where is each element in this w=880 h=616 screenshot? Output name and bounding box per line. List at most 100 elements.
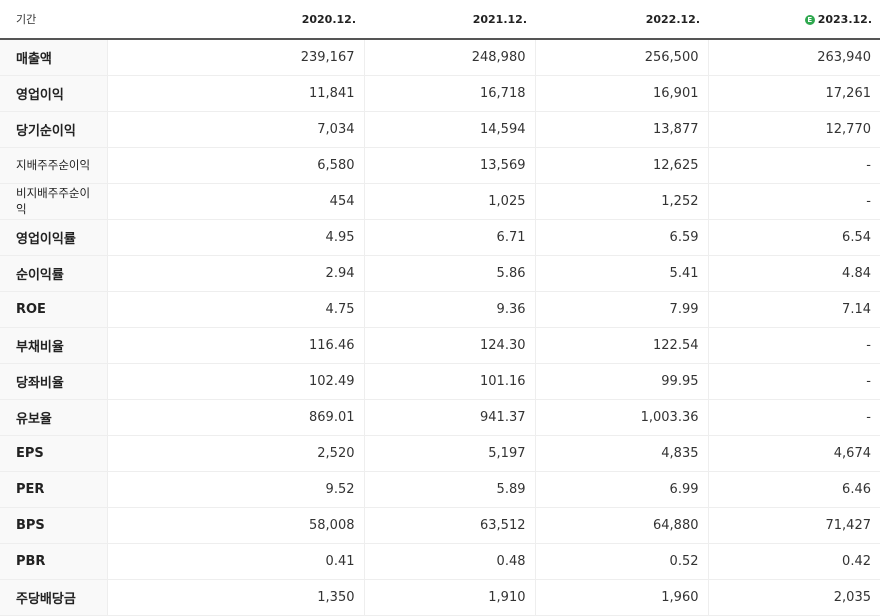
cell-value: 122.54 xyxy=(534,326,708,364)
cell-value: 13,569 xyxy=(363,147,535,184)
table-row: 영업이익률 4.95 6.71 6.59 6.54 xyxy=(0,218,880,256)
cell-value: 58,008 xyxy=(106,507,364,544)
table-row: EPS 2,520 5,197 4,835 4,674 xyxy=(0,434,880,472)
cell-value: 869.01 xyxy=(106,399,364,436)
row-label: 유보율 xyxy=(0,399,107,436)
period-label: 기간 xyxy=(0,0,107,40)
cell-value: 6.99 xyxy=(534,471,708,508)
period-2022: 2022.12. xyxy=(535,0,708,40)
cell-value: - xyxy=(707,183,880,220)
row-label: 지배주주순이익 xyxy=(0,147,107,184)
cell-value: 0.52 xyxy=(534,543,708,580)
cell-value: 9.52 xyxy=(106,471,364,508)
table-row: PBR 0.41 0.48 0.52 0.42 xyxy=(0,543,880,580)
header-row: 기간 2020.12. 2021.12. 2022.12. E 2023.12. xyxy=(0,0,880,40)
cell-value: 6,580 xyxy=(106,147,364,184)
table-row: BPS 58,008 63,512 64,880 71,427 xyxy=(0,507,880,544)
cell-value: 102.49 xyxy=(106,363,364,400)
period-2023-label: 2023.12. xyxy=(817,12,872,26)
cell-value: 7,034 xyxy=(106,111,364,148)
cell-value: 2.94 xyxy=(106,255,364,292)
cell-value: 99.95 xyxy=(534,363,708,400)
table-row: 당기순이익 7,034 14,594 13,877 12,770 xyxy=(0,111,880,148)
cell-value: 7.14 xyxy=(707,291,880,328)
cell-value: 1,910 xyxy=(363,578,535,616)
cell-value: 1,252 xyxy=(534,183,708,220)
row-label: ROE xyxy=(0,291,107,328)
cell-value: 6.54 xyxy=(707,218,880,256)
cell-value: 9.36 xyxy=(363,291,535,328)
row-label: PER xyxy=(0,471,107,508)
cell-value: 5.41 xyxy=(534,255,708,292)
table-row: 유보율 869.01 941.37 1,003.36 - xyxy=(0,399,880,436)
cell-value: 1,350 xyxy=(106,578,364,616)
cell-value: 16,901 xyxy=(534,75,708,112)
cell-value: 124.30 xyxy=(363,326,535,364)
cell-value: 11,841 xyxy=(106,75,364,112)
table-row: 매출액 239,167 248,980 256,500 263,940 xyxy=(0,39,880,76)
period-2020: 2020.12. xyxy=(107,0,364,40)
cell-value: 4.95 xyxy=(106,218,364,256)
row-label: PBR xyxy=(0,543,107,580)
cell-value: 5,197 xyxy=(363,434,535,472)
cell-value: 4,835 xyxy=(534,434,708,472)
cell-value: 256,500 xyxy=(534,39,708,76)
cell-value: 1,003.36 xyxy=(534,399,708,436)
cell-value: 63,512 xyxy=(363,507,535,544)
row-label: 순이익률 xyxy=(0,255,107,292)
cell-value: 14,594 xyxy=(363,111,535,148)
cell-value: 454 xyxy=(106,183,364,220)
row-label: 매출액 xyxy=(0,39,107,76)
cell-value: 71,427 xyxy=(707,507,880,544)
cell-value: 0.42 xyxy=(707,543,880,580)
cell-value: - xyxy=(707,363,880,400)
period-2023-estimate: E 2023.12. xyxy=(708,0,880,40)
cell-value: - xyxy=(707,326,880,364)
row-label: 비지배주주순이익 xyxy=(0,183,107,220)
cell-value: 6.71 xyxy=(363,218,535,256)
cell-value: 4.84 xyxy=(707,255,880,292)
period-2021: 2021.12. xyxy=(364,0,535,40)
row-label: 당좌비율 xyxy=(0,363,107,400)
table-row: 지배주주순이익 6,580 13,569 12,625 - xyxy=(0,147,880,184)
cell-value: 12,770 xyxy=(707,111,880,148)
cell-value: 101.16 xyxy=(363,363,535,400)
table-row: 당좌비율 102.49 101.16 99.95 - xyxy=(0,363,880,400)
cell-value: 5.86 xyxy=(363,255,535,292)
cell-value: 4.75 xyxy=(106,291,364,328)
cell-value: - xyxy=(707,147,880,184)
row-label: EPS xyxy=(0,434,107,472)
cell-value: 16,718 xyxy=(363,75,535,112)
row-label: 영업이익률 xyxy=(0,218,107,256)
cell-value: 941.37 xyxy=(363,399,535,436)
cell-value: 6.46 xyxy=(707,471,880,508)
cell-value: 116.46 xyxy=(106,326,364,364)
cell-value: 5.89 xyxy=(363,471,535,508)
cell-value: 2,035 xyxy=(707,578,880,616)
e-circle-icon: E xyxy=(804,14,815,25)
row-label: 주당배당금 xyxy=(0,578,107,616)
cell-value: 0.41 xyxy=(106,543,364,580)
cell-value: 1,025 xyxy=(363,183,535,220)
cell-value: 17,261 xyxy=(707,75,880,112)
table-row: 순이익률 2.94 5.86 5.41 4.84 xyxy=(0,255,880,292)
table-row: PER 9.52 5.89 6.99 6.46 xyxy=(0,471,880,508)
cell-value: 248,980 xyxy=(363,39,535,76)
cell-value: - xyxy=(707,399,880,436)
cell-value: 6.59 xyxy=(534,218,708,256)
cell-value: 1,960 xyxy=(534,578,708,616)
row-label: 영업이익 xyxy=(0,75,107,112)
table-row: 비지배주주순이익 454 1,025 1,252 - xyxy=(0,183,880,220)
table-row: ROE 4.75 9.36 7.99 7.14 xyxy=(0,291,880,328)
table-row: 영업이익 11,841 16,718 16,901 17,261 xyxy=(0,75,880,112)
row-label: 당기순이익 xyxy=(0,111,107,148)
cell-value: 0.48 xyxy=(363,543,535,580)
cell-value: 239,167 xyxy=(106,39,364,76)
table-row: 주당배당금 1,350 1,910 1,960 2,035 xyxy=(0,578,880,616)
cell-value: 4,674 xyxy=(707,434,880,472)
cell-value: 12,625 xyxy=(534,147,708,184)
cell-value: 13,877 xyxy=(534,111,708,148)
cell-value: 2,520 xyxy=(106,434,364,472)
cell-value: 7.99 xyxy=(534,291,708,328)
